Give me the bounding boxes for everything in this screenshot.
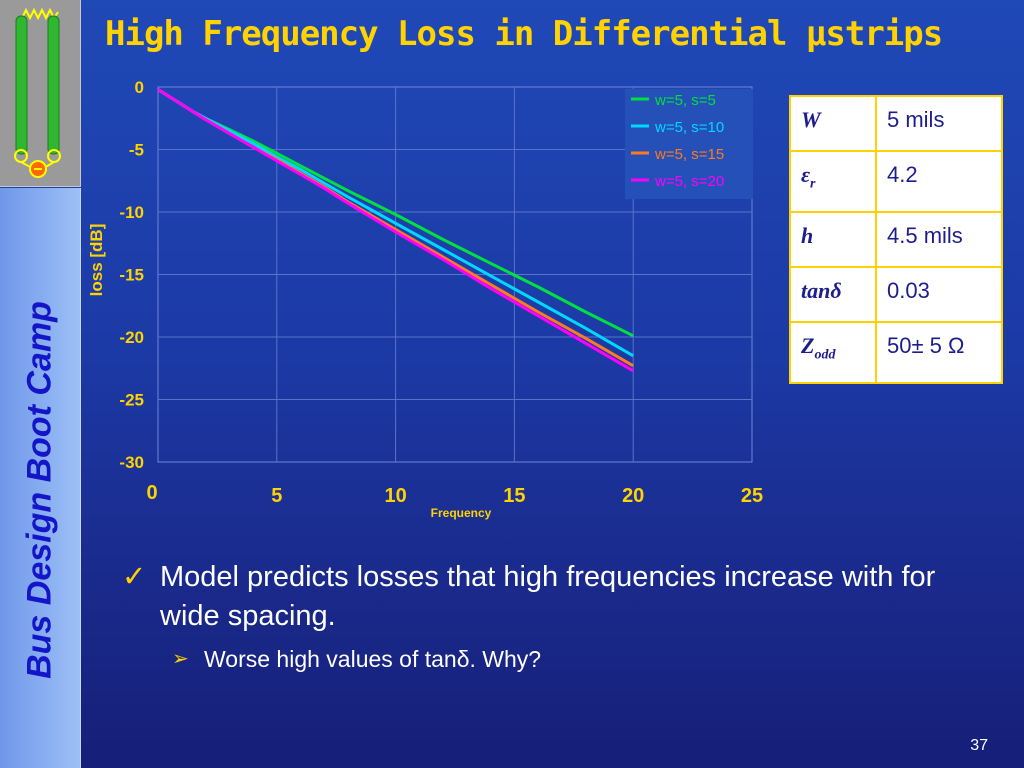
x-tick-label: 25 [741, 485, 763, 507]
x-tick-label: 10 [384, 485, 406, 507]
parameter-symbol: Zodd [789, 320, 877, 385]
sidebar [0, 188, 81, 768]
legend-label: w=5, s=5 [654, 92, 716, 109]
parameter-symbol: h [789, 211, 877, 268]
parameter-row: h 4.5 mils [789, 211, 1003, 268]
sub-bullet-text: Worse high values of tanδ. Why? [204, 646, 542, 672]
x-tick-label: 15 [503, 485, 525, 507]
legend-label: w=5, s=20 [654, 173, 724, 190]
chart-ticks: 0-5-10-15-20-25-300 5 10 15 20 25 [119, 78, 763, 507]
bullet-list: ✓ Model predicts losses that high freque… [122, 558, 982, 674]
x-tick-label: 0 [146, 482, 157, 504]
y-tick-label: -25 [119, 391, 144, 410]
y-tick-label: -15 [119, 266, 144, 285]
y-tick-label: 0 [135, 78, 144, 97]
legend-label: w=5, s=15 [654, 146, 724, 163]
parameter-value: 4.2 [875, 149, 1003, 214]
x-axis-label: Frequency [431, 506, 492, 520]
parameter-symbol: W [789, 95, 877, 152]
x-tick-label: 20 [622, 485, 644, 507]
page-number: 37 [970, 737, 988, 754]
y-tick-label: -10 [119, 203, 144, 222]
y-axis-label: loss [dB] [87, 223, 106, 297]
loss-chart: 0-5-10-15-20-25-300 5 10 15 20 25 w=5, s=5w=5… [119, 78, 763, 520]
y-tick-label: -30 [119, 453, 144, 472]
parameter-symbol: εr [789, 149, 877, 214]
bullet-text: Model predicts losses that high frequenc… [160, 561, 936, 632]
parameter-symbol: tanδ [789, 265, 877, 323]
parameter-value: 50± 5 Ω [875, 320, 1003, 385]
chart-series [157, 88, 634, 373]
y-tick-label: -5 [129, 141, 144, 160]
slide-title: High Frequency Loss in Differential μstr… [105, 14, 943, 54]
parameter-row: Zodd 50± 5 Ω [789, 320, 1003, 385]
chart-legend: w=5, s=5 w=5, s=10 w=5, s=15 w=5, s=20 [625, 89, 753, 199]
bullet-item: ✓ Model predicts losses that high freque… [122, 558, 982, 636]
legend-label: w=5, s=10 [654, 119, 724, 136]
series-line-4 [157, 88, 634, 373]
differential-pair-logo-icon [14, 7, 61, 178]
parameter-row: εr 4.2 [789, 149, 1003, 214]
x-tick-label: 5 [271, 485, 282, 507]
logo-box [0, 0, 81, 187]
y-tick-label: -20 [119, 328, 144, 347]
parameter-value: 5 mils [875, 95, 1003, 152]
parameter-value: 4.5 mils [875, 211, 1003, 268]
sub-bullet-item: ➢ Worse high values of tanδ. Why? [172, 644, 982, 674]
parameter-row: tanδ 0.03 [789, 265, 1003, 323]
arrowhead-icon: ➢ [172, 648, 189, 670]
parameter-value: 0.03 [875, 265, 1003, 323]
checkmark-icon: ✓ [122, 561, 147, 593]
